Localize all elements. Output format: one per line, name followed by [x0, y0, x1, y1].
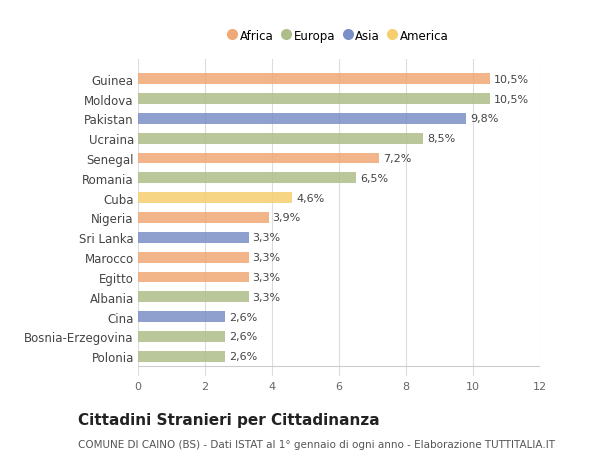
Text: 2,6%: 2,6% — [229, 352, 257, 362]
Bar — [138, 74, 490, 85]
Legend: Africa, Europa, Asia, America: Africa, Europa, Asia, America — [227, 28, 451, 45]
Text: 3,3%: 3,3% — [253, 292, 281, 302]
Bar — [138, 331, 225, 342]
Text: 7,2%: 7,2% — [383, 154, 412, 164]
Bar — [138, 292, 248, 302]
Bar — [138, 153, 379, 164]
Bar — [138, 232, 248, 243]
Text: 8,5%: 8,5% — [427, 134, 455, 144]
Text: COMUNE DI CAINO (BS) - Dati ISTAT al 1° gennaio di ogni anno - Elaborazione TUTT: COMUNE DI CAINO (BS) - Dati ISTAT al 1° … — [78, 440, 555, 449]
Bar — [138, 213, 269, 224]
Bar — [138, 193, 292, 204]
Bar — [138, 312, 225, 322]
Text: 10,5%: 10,5% — [494, 94, 529, 104]
Text: 10,5%: 10,5% — [494, 74, 529, 84]
Text: Cittadini Stranieri per Cittadinanza: Cittadini Stranieri per Cittadinanza — [78, 413, 380, 428]
Bar — [138, 173, 356, 184]
Text: 2,6%: 2,6% — [229, 312, 257, 322]
Bar — [138, 272, 248, 283]
Bar — [138, 351, 225, 362]
Text: 6,5%: 6,5% — [360, 174, 388, 184]
Text: 2,6%: 2,6% — [229, 332, 257, 342]
Text: 3,3%: 3,3% — [253, 272, 281, 282]
Text: 4,6%: 4,6% — [296, 193, 325, 203]
Text: 3,9%: 3,9% — [272, 213, 301, 223]
Bar — [138, 252, 248, 263]
Text: 3,3%: 3,3% — [253, 252, 281, 263]
Text: 9,8%: 9,8% — [470, 114, 499, 124]
Bar — [138, 94, 490, 105]
Bar — [138, 114, 466, 124]
Text: 3,3%: 3,3% — [253, 233, 281, 243]
Bar — [138, 134, 423, 144]
